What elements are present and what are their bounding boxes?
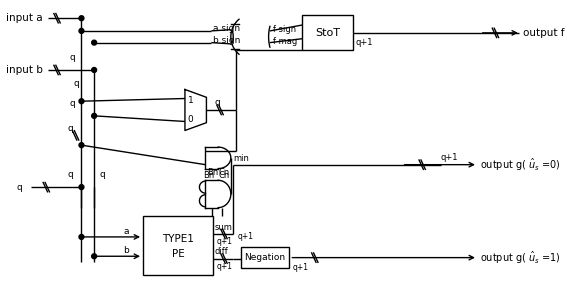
Text: q: q <box>68 124 74 133</box>
Text: PE: PE <box>172 249 185 259</box>
Text: q: q <box>68 170 74 179</box>
Text: sum: sum <box>214 223 232 232</box>
Text: TYPE1: TYPE1 <box>162 234 194 244</box>
Circle shape <box>79 99 84 104</box>
Circle shape <box>79 234 84 239</box>
Bar <box>143 217 213 275</box>
Text: 1: 1 <box>188 96 193 105</box>
Text: min: min <box>233 154 248 163</box>
Text: q: q <box>69 53 75 62</box>
Text: q: q <box>16 183 22 192</box>
Circle shape <box>79 16 84 21</box>
Text: Cn: Cn <box>218 171 230 180</box>
Text: q: q <box>214 98 220 107</box>
Text: q+1: q+1 <box>237 233 254 241</box>
Circle shape <box>79 143 84 148</box>
Text: diff: diff <box>214 247 228 256</box>
Text: q+1: q+1 <box>292 263 309 272</box>
Text: Negation: Negation <box>244 253 285 262</box>
Text: b: b <box>123 246 129 255</box>
Circle shape <box>91 254 97 259</box>
Text: output g( $\hat{u}_s$ =0): output g( $\hat{u}_s$ =0) <box>480 156 560 173</box>
Text: f mag: f mag <box>273 37 297 46</box>
Text: f sign: f sign <box>273 25 296 34</box>
Text: q: q <box>74 79 79 88</box>
Circle shape <box>91 114 97 118</box>
Circle shape <box>79 185 84 190</box>
Text: q+1: q+1 <box>356 38 373 47</box>
Text: output g( $\hat{u}_s$ =1): output g( $\hat{u}_s$ =1) <box>480 249 560 266</box>
Text: Bn: Bn <box>207 168 218 177</box>
Text: a: a <box>123 226 129 236</box>
Circle shape <box>79 28 84 33</box>
Bar <box>241 247 290 268</box>
Text: input a: input a <box>6 13 43 23</box>
Text: input b: input b <box>6 65 43 75</box>
Circle shape <box>91 68 97 72</box>
Text: q+1: q+1 <box>216 262 232 271</box>
Text: StoT: StoT <box>315 28 340 38</box>
Text: q+1: q+1 <box>441 153 458 162</box>
Text: Cn: Cn <box>218 168 230 177</box>
Circle shape <box>91 40 97 45</box>
Text: output f: output f <box>523 28 565 38</box>
Text: Bn: Bn <box>203 171 214 180</box>
Text: 0: 0 <box>188 114 193 124</box>
Bar <box>302 15 353 50</box>
Text: q: q <box>99 170 105 179</box>
Text: a sign: a sign <box>213 24 240 34</box>
Text: q+1: q+1 <box>216 237 232 246</box>
Text: b sign: b sign <box>213 36 241 45</box>
Text: q: q <box>69 99 75 108</box>
